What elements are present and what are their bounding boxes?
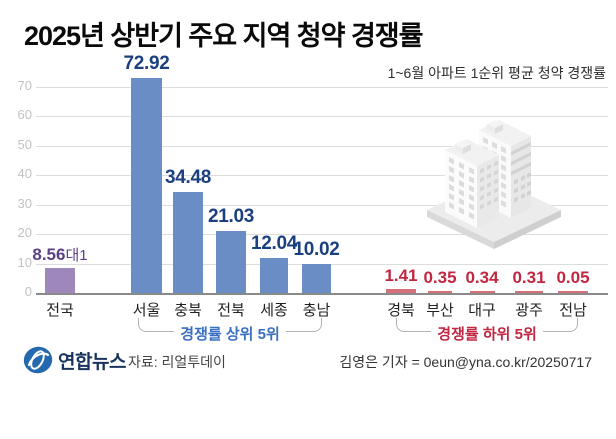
value-label: 12.04 bbox=[250, 232, 298, 254]
yonhap-globe-icon bbox=[23, 346, 53, 374]
value-label: 8.56대1 bbox=[32, 244, 88, 264]
bracket-cap bbox=[311, 318, 323, 332]
reporter-credit: 김영은 기자 = 0eun@yna.co.kr/20250717 bbox=[339, 354, 592, 370]
annotation-bottom5-bracket: 경쟁률 하위 5위 bbox=[396, 318, 579, 344]
bar-경북 bbox=[386, 288, 416, 293]
value-label: 1.41 bbox=[384, 265, 418, 285]
page-title: 2025년 상반기 주요 지역 청약 경쟁률 bbox=[24, 21, 423, 51]
x-category-label: 전남 bbox=[559, 302, 587, 319]
gridline bbox=[36, 145, 608, 147]
x-category-label: 충북 bbox=[174, 302, 202, 319]
bar-서울 bbox=[131, 78, 162, 293]
value-label: 21.03 bbox=[207, 206, 255, 228]
x-category-label: 부산 bbox=[426, 302, 454, 319]
bracket-line bbox=[149, 318, 175, 332]
publisher-logo: 연합뉴스 bbox=[22, 344, 126, 376]
x-category-label: 충남 bbox=[302, 302, 331, 319]
y-tick-label: 0 bbox=[24, 284, 32, 299]
value-label: 0.05 bbox=[556, 268, 590, 288]
gridline bbox=[36, 204, 608, 206]
data-source: 자료: 리얼투데이 bbox=[128, 354, 226, 370]
value-label: 0.31 bbox=[512, 268, 546, 288]
y-tick-label: 50 bbox=[17, 136, 32, 152]
annotation-top5-label: 경쟁률 상위 5위 bbox=[180, 326, 280, 343]
value-label: 72.92 bbox=[123, 53, 170, 75]
x-category-label: 광주 bbox=[515, 302, 543, 319]
apartment-buildings-icon bbox=[427, 120, 561, 249]
annotation-bottom5-label: 경쟁률 하위 5위 bbox=[437, 326, 537, 343]
gridline bbox=[36, 234, 608, 236]
y-tick-label: 10 bbox=[17, 254, 32, 270]
bar-전국 bbox=[45, 267, 75, 293]
bracket-cap bbox=[138, 318, 149, 332]
value-label: 10.02 bbox=[293, 238, 340, 260]
y-tick-label: 60 bbox=[17, 107, 32, 123]
bracket-line bbox=[542, 318, 568, 332]
publisher-name: 연합뉴스 bbox=[58, 351, 126, 373]
x-category-label: 전북 bbox=[217, 302, 245, 319]
x-axis-line bbox=[36, 293, 608, 295]
y-tick-label: 30 bbox=[17, 195, 32, 211]
gridline bbox=[36, 116, 608, 118]
bracket-cap bbox=[396, 318, 407, 332]
y-tick-label: 40 bbox=[17, 166, 32, 182]
bracket-line bbox=[407, 318, 432, 332]
bar-광주 bbox=[515, 291, 543, 293]
y-tick-label: 20 bbox=[17, 225, 32, 241]
gridline bbox=[36, 87, 608, 88]
x-category-label: 세종 bbox=[260, 302, 288, 319]
y-tick-label: 70 bbox=[17, 78, 32, 93]
bar-부산 bbox=[428, 291, 452, 293]
value-label: 0.34 bbox=[465, 268, 499, 288]
bar-전남 bbox=[558, 291, 588, 293]
bar-충북 bbox=[173, 191, 203, 293]
annotation-top5-bracket: 경쟁률 상위 5위 bbox=[138, 318, 323, 344]
gridline bbox=[36, 175, 608, 177]
x-category-label: 경북 bbox=[387, 302, 415, 319]
bar-충남 bbox=[302, 263, 331, 293]
value-label: 0.35 bbox=[423, 268, 457, 288]
chart-subtitle: 1~6월 아파트 1순위 평균 청약 경쟁률 bbox=[387, 65, 606, 81]
value-label: 34.48 bbox=[164, 166, 212, 188]
bar-대구 bbox=[469, 291, 495, 293]
x-category-label: 전국 bbox=[46, 302, 74, 319]
bracket-cap bbox=[567, 318, 579, 332]
bracket-line bbox=[285, 318, 312, 332]
x-category-label: 대구 bbox=[468, 302, 496, 319]
bar-전북 bbox=[216, 231, 246, 293]
x-category-label: 서울 bbox=[132, 302, 161, 319]
bar-세종 bbox=[260, 257, 288, 293]
